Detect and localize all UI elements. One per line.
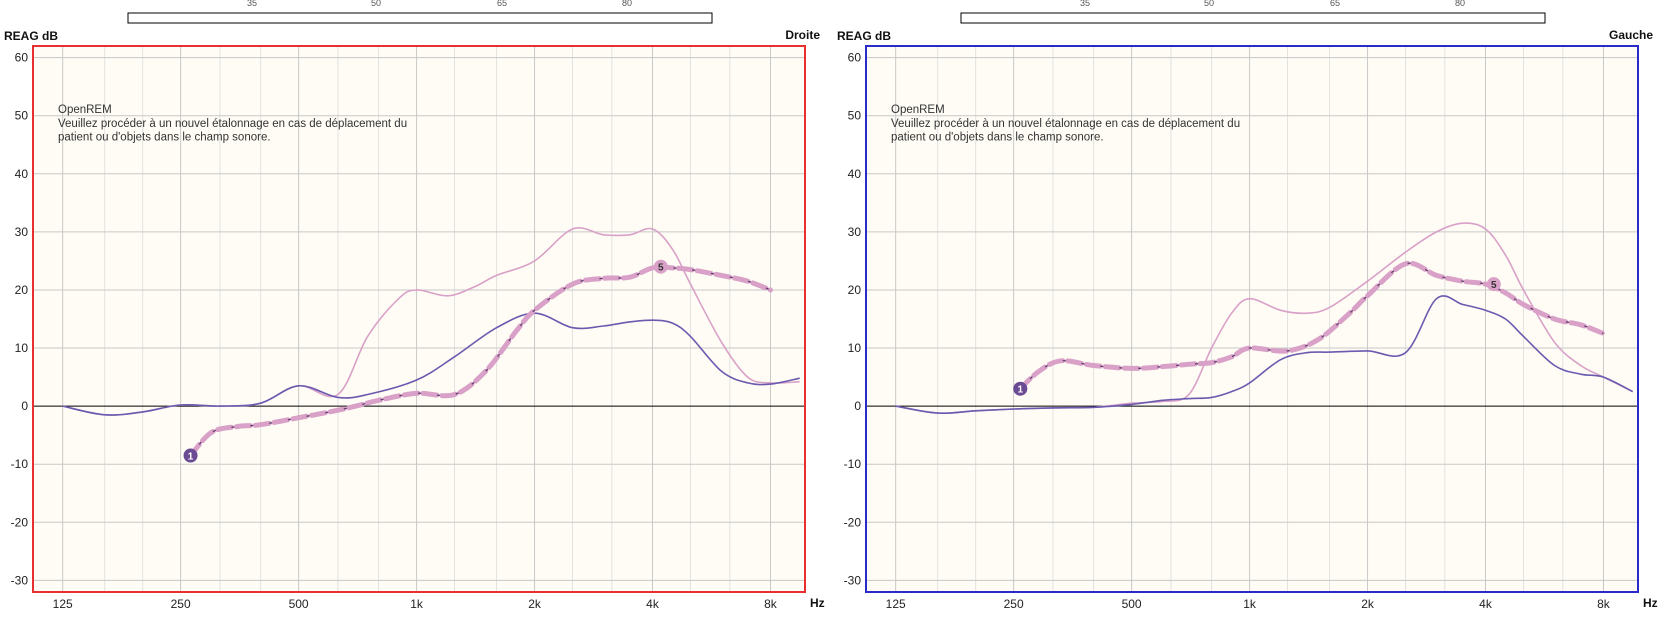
plot-area bbox=[866, 46, 1638, 592]
y-tick-label: -30 bbox=[11, 573, 29, 587]
side-label: Droite bbox=[785, 28, 820, 42]
y-tick-label: 40 bbox=[15, 167, 29, 181]
x-tick-label: 4k bbox=[1479, 597, 1493, 611]
series-reference-curve bbox=[62, 312, 800, 416]
x-tick-label: 500 bbox=[1122, 597, 1142, 611]
y-tick-label: 20 bbox=[848, 283, 862, 297]
x-tick-label: 2k bbox=[1361, 597, 1375, 611]
x-tick-label: 8k bbox=[1597, 597, 1611, 611]
y-tick-label: 50 bbox=[848, 109, 862, 123]
level-scale-bar bbox=[127, 12, 713, 24]
y-tick-label: 10 bbox=[15, 341, 29, 355]
series-target-curve bbox=[188, 264, 773, 458]
y-tick-label: 0 bbox=[21, 399, 28, 413]
y-tick-label: 50 bbox=[15, 109, 29, 123]
x-unit-label: Hz bbox=[810, 596, 825, 610]
level-scale-label: 80 bbox=[622, 0, 632, 8]
y-axis-label: REAG dB bbox=[4, 29, 58, 43]
level-scale-label: 50 bbox=[1204, 0, 1214, 8]
y-tick-label: 20 bbox=[15, 283, 29, 297]
plot-frame bbox=[32, 45, 806, 593]
plot-area bbox=[33, 46, 805, 592]
x-tick-label: 2k bbox=[528, 597, 542, 611]
curve-marker-label: 5 bbox=[1491, 280, 1497, 291]
y-tick-label: 30 bbox=[848, 225, 862, 239]
notice-title: OpenREM bbox=[58, 104, 112, 116]
curve-marker bbox=[183, 448, 198, 463]
notice-line: patient ou d'objets dans le champ sonore… bbox=[891, 132, 1104, 144]
x-tick-label: 1k bbox=[410, 597, 424, 611]
notice-line: Veuillez procéder à un nouvel étalonnage… bbox=[58, 118, 407, 130]
y-tick-label: 10 bbox=[848, 341, 862, 355]
x-tick-label: 500 bbox=[289, 597, 309, 611]
y-tick-label: -10 bbox=[844, 457, 862, 471]
side-label: Gauche bbox=[1609, 28, 1653, 42]
curve-marker bbox=[653, 259, 668, 274]
y-tick-label: -30 bbox=[844, 573, 862, 587]
level-scale-label: 65 bbox=[497, 0, 507, 8]
level-scale-label: 80 bbox=[1455, 0, 1465, 8]
y-tick-label: 0 bbox=[854, 399, 861, 413]
x-tick-label: 250 bbox=[171, 597, 191, 611]
x-tick-label: 8k bbox=[764, 597, 778, 611]
chart-right-ear: 125 250 500 1k 2k 4k 8k 60 50 40 30 20 10 0 -10 -20 -30 3… bbox=[4, 0, 825, 611]
curve-marker-label: 1 bbox=[1018, 385, 1024, 396]
level-scale-label: 65 bbox=[1330, 0, 1340, 8]
level-scale-label: 50 bbox=[371, 0, 381, 8]
level-scale-label: 35 bbox=[247, 0, 257, 8]
curve-marker-label: 1 bbox=[188, 452, 194, 463]
notice-title: OpenREM bbox=[891, 104, 945, 116]
y-tick-label: -20 bbox=[844, 515, 862, 529]
y-tick-label: 60 bbox=[848, 51, 862, 65]
y-tick-label: 40 bbox=[848, 167, 862, 181]
y-axis-label: REAG dB bbox=[837, 29, 891, 43]
series-reference-curve bbox=[895, 295, 1634, 415]
curve-marker bbox=[1486, 277, 1501, 292]
x-unit-label: Hz bbox=[1643, 596, 1658, 610]
y-tick-label: -20 bbox=[11, 515, 29, 529]
plot-frame bbox=[865, 45, 1639, 593]
x-tick-label: 250 bbox=[1004, 597, 1024, 611]
y-tick-label: -10 bbox=[11, 457, 29, 471]
x-tick-label: 125 bbox=[886, 597, 906, 611]
curve-marker-label: 5 bbox=[658, 263, 664, 274]
x-tick-label: 1k bbox=[1243, 597, 1257, 611]
y-tick-label: 60 bbox=[15, 51, 29, 65]
chart-left-ear: 125 250 500 1k 2k 4k 8k 60 50 40 30 20 10 0 -10 -20 -30 3… bbox=[837, 0, 1658, 611]
level-scale-label: 35 bbox=[1080, 0, 1090, 8]
notice-line: patient ou d'objets dans le champ sonore… bbox=[58, 132, 271, 144]
series-target-curve-dots bbox=[1019, 262, 1604, 390]
x-tick-label: 125 bbox=[53, 597, 73, 611]
notice-line: Veuillez procéder à un nouvel étalonnage… bbox=[891, 118, 1240, 130]
level-scale-bar bbox=[960, 12, 1546, 24]
y-tick-label: 30 bbox=[15, 225, 29, 239]
curve-marker bbox=[1013, 381, 1028, 396]
x-tick-label: 4k bbox=[646, 597, 660, 611]
